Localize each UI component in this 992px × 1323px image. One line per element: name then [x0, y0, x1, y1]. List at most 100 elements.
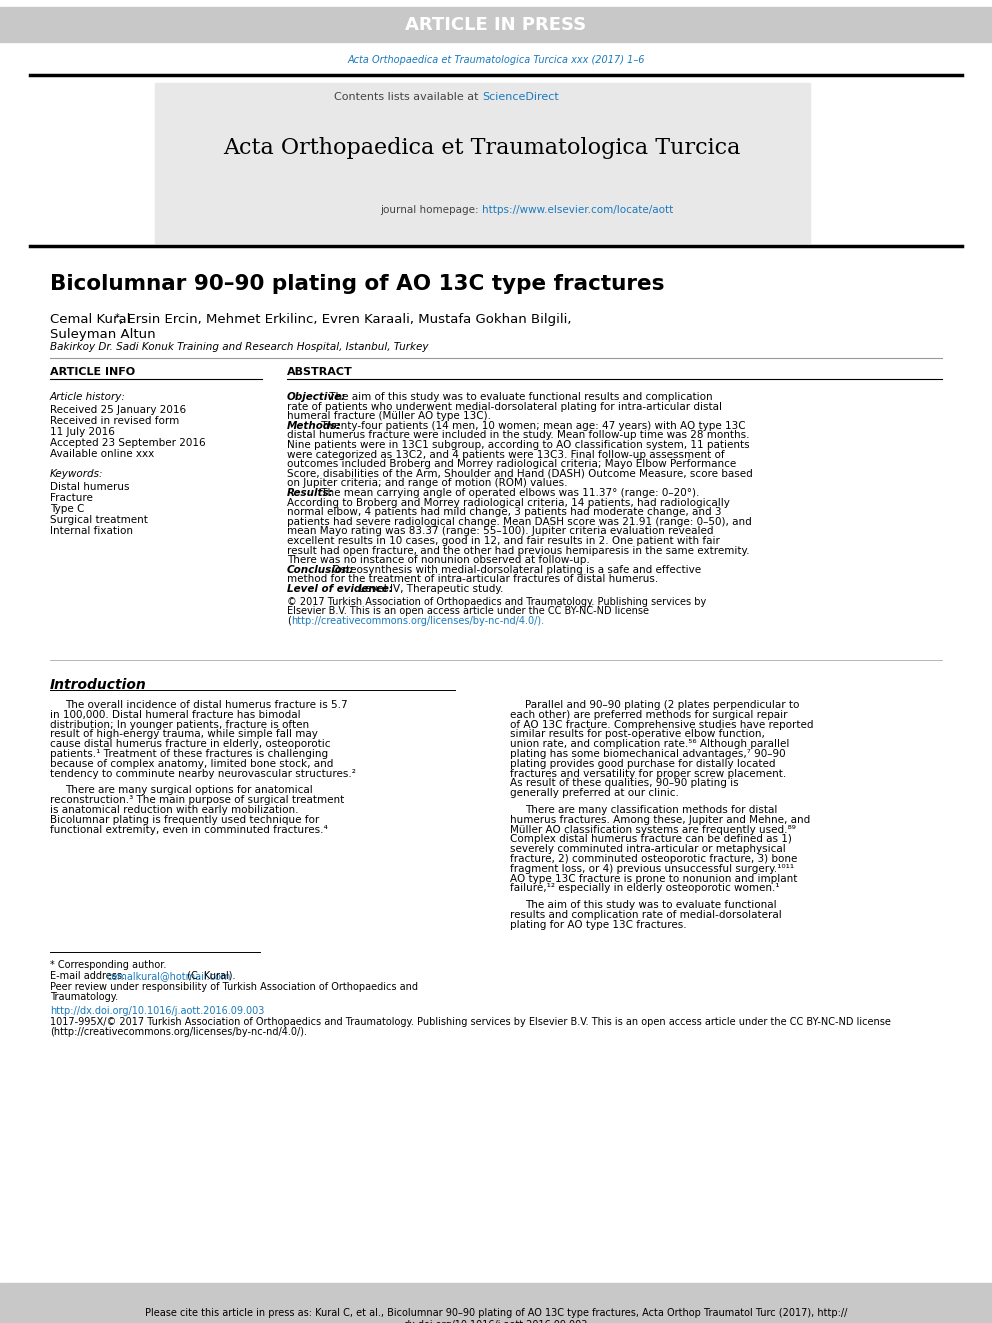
Text: because of complex anatomy, limited bone stock, and: because of complex anatomy, limited bone…	[50, 759, 333, 769]
Text: generally preferred at our clinic.: generally preferred at our clinic.	[510, 789, 679, 798]
Text: Objective:: Objective:	[287, 392, 346, 402]
Bar	[155, 83, 810, 243]
Text: Peer review under responsibility of Turkish Association of Orthopaedics and: Peer review under responsibility of Turk…	[50, 982, 418, 992]
Text: rate of patients who underwent medial-dorsolateral plating for intra-articular d: rate of patients who underwent medial-do…	[287, 402, 722, 411]
Text: result of high-energy trauma, while simple fall may: result of high-energy trauma, while simp…	[50, 729, 317, 740]
Text: Level IV, Therapeutic study.: Level IV, Therapeutic study.	[356, 583, 504, 594]
Text: AO type 13C fracture is prone to nonunion and implant: AO type 13C fracture is prone to nonunio…	[510, 873, 798, 884]
Text: * Corresponding author.: * Corresponding author.	[50, 959, 167, 970]
Text: in 100,000. Distal humeral fracture has bimodal: in 100,000. Distal humeral fracture has …	[50, 710, 301, 720]
Text: 11 July 2016: 11 July 2016	[50, 427, 115, 437]
Text: Received in revised form: Received in revised form	[50, 415, 180, 426]
Text: Available online xxx: Available online xxx	[50, 448, 154, 459]
Text: Acta Orthopaedica et Traumatologica Turcica xxx (2017) 1–6: Acta Orthopaedica et Traumatologica Turc…	[347, 56, 645, 65]
Text: patients.¹ Treatment of these fractures is challenging: patients.¹ Treatment of these fractures …	[50, 749, 328, 759]
Text: Osteosynthesis with medial-dorsolateral plating is a safe and effective: Osteosynthesis with medial-dorsolateral …	[329, 565, 701, 574]
Text: of AO 13C fracture. Comprehensive studies have reported: of AO 13C fracture. Comprehensive studie…	[510, 720, 813, 729]
Text: The aim of this study was to evaluate functional results and complication: The aim of this study was to evaluate fu…	[325, 392, 712, 402]
Text: ARTICLE INFO: ARTICLE INFO	[50, 366, 135, 377]
Text: dx.doi.org/10.1016/j.aott.2016.09.003: dx.doi.org/10.1016/j.aott.2016.09.003	[404, 1320, 588, 1323]
Text: journal homepage:: journal homepage:	[380, 205, 482, 216]
Text: fragment loss, or 4) previous unsuccessful surgery.¹⁰¹¹: fragment loss, or 4) previous unsuccessf…	[510, 864, 795, 873]
Text: http://creativecommons.org/licenses/by-nc-nd/4.0/).: http://creativecommons.org/licenses/by-n…	[291, 615, 544, 626]
Text: Bakirkoy Dr. Sadi Konuk Training and Research Hospital, Istanbul, Turkey: Bakirkoy Dr. Sadi Konuk Training and Res…	[50, 343, 429, 352]
Text: Distal humerus: Distal humerus	[50, 482, 130, 492]
Text: Introduction: Introduction	[50, 677, 147, 692]
Text: There are many classification methods for distal: There are many classification methods fo…	[525, 804, 778, 815]
Text: Contents lists available at: Contents lists available at	[334, 93, 482, 102]
Text: result had open fracture, and the other had previous hemiparesis in the same ext: result had open fracture, and the other …	[287, 545, 750, 556]
Text: Bicolumnar 90–90 plating of AO 13C type fractures: Bicolumnar 90–90 plating of AO 13C type …	[50, 274, 665, 294]
Text: ARTICLE IN PRESS: ARTICLE IN PRESS	[406, 16, 586, 34]
Text: distal humerus fracture were included in the study. Mean follow-up time was 28 m: distal humerus fracture were included in…	[287, 430, 750, 441]
Text: (http://creativecommons.org/licenses/by-nc-nd/4.0/).: (http://creativecommons.org/licenses/by-…	[50, 1027, 307, 1037]
Text: (: (	[287, 615, 291, 626]
Text: is anatomical reduction with early mobilization.: is anatomical reduction with early mobil…	[50, 804, 299, 815]
Text: Methods:: Methods:	[287, 421, 341, 431]
Text: tendency to comminute nearby neurovascular structures.²: tendency to comminute nearby neurovascul…	[50, 769, 356, 779]
Text: plating has some biomechanical advantages,⁷ 90–90: plating has some biomechanical advantage…	[510, 749, 786, 759]
Text: Type C: Type C	[50, 504, 84, 515]
Text: patients had severe radiological change. Mean DASH score was 21.91 (range: 0–50): patients had severe radiological change.…	[287, 517, 752, 527]
Text: humeral fracture (Müller AO type 13C).: humeral fracture (Müller AO type 13C).	[287, 411, 491, 421]
Text: failure,¹² especially in elderly osteoporotic women.¹: failure,¹² especially in elderly osteopo…	[510, 884, 780, 893]
Text: There are many surgical options for anatomical: There are many surgical options for anat…	[65, 786, 312, 795]
Text: Received 25 January 2016: Received 25 January 2016	[50, 405, 186, 415]
Text: http://dx.doi.org/10.1016/j.aott.2016.09.003: http://dx.doi.org/10.1016/j.aott.2016.09…	[50, 1005, 265, 1016]
Text: plating for AO type 13C fractures.: plating for AO type 13C fractures.	[510, 919, 686, 930]
Text: Surgical treatment: Surgical treatment	[50, 515, 148, 525]
Text: The aim of this study was to evaluate functional: The aim of this study was to evaluate fu…	[525, 900, 777, 910]
Text: According to Broberg and Morrey radiological criteria, 14 patients, had radiolog: According to Broberg and Morrey radiolog…	[287, 497, 730, 508]
Text: Acta Orthopaedica et Traumatologica Turcica: Acta Orthopaedica et Traumatologica Turc…	[223, 138, 741, 159]
Text: mean Mayo rating was 83.37 (range: 55–100). Jupiter criteria evaluation revealed: mean Mayo rating was 83.37 (range: 55–10…	[287, 527, 713, 536]
Text: (C. Kural).: (C. Kural).	[184, 971, 235, 980]
Text: Elsevier B.V. This is an open access article under the CC BY-NC-ND license: Elsevier B.V. This is an open access art…	[287, 606, 649, 617]
Text: results and complication rate of medial-dorsolateral: results and complication rate of medial-…	[510, 910, 782, 919]
Text: Article history:: Article history:	[50, 392, 126, 402]
Text: ABSTRACT: ABSTRACT	[287, 366, 353, 377]
Text: Score, disabilities of the Arm, Shoulder and Hand (DASH) Outcome Measure, score : Score, disabilities of the Arm, Shoulder…	[287, 468, 753, 479]
Text: Müller AO classification systems are frequently used.⁸⁹: Müller AO classification systems are fre…	[510, 824, 796, 835]
Text: The mean carrying angle of operated elbows was 11.37° (range: 0–20°).: The mean carrying angle of operated elbo…	[317, 488, 699, 497]
Text: https://www.elsevier.com/locate/aott: https://www.elsevier.com/locate/aott	[482, 205, 674, 216]
Text: humerus fractures. Among these, Jupiter and Mehne, and: humerus fractures. Among these, Jupiter …	[510, 815, 810, 824]
Text: Conclusion:: Conclusion:	[287, 565, 354, 574]
Text: Complex distal humerus fracture can be defined as 1): Complex distal humerus fracture can be d…	[510, 835, 792, 844]
Text: similar results for post-operative elbow function,: similar results for post-operative elbow…	[510, 729, 765, 740]
Text: Bicolumnar plating is frequently used technique for: Bicolumnar plating is frequently used te…	[50, 815, 319, 824]
Text: Internal fixation: Internal fixation	[50, 527, 133, 536]
Text: were categorized as 13C2, and 4 patients were 13C3. Final follow-up assessment o: were categorized as 13C2, and 4 patients…	[287, 450, 724, 459]
Text: cause distal humerus fracture in elderly, osteoporotic: cause distal humerus fracture in elderly…	[50, 740, 330, 749]
Text: method for the treatment of intra-articular fractures of distal humerus.: method for the treatment of intra-articu…	[287, 574, 659, 585]
Text: Traumatology.: Traumatology.	[50, 992, 118, 1002]
Text: , Ersin Ercin, Mehmet Erkilinc, Evren Karaali, Mustafa Gokhan Bilgili,: , Ersin Ercin, Mehmet Erkilinc, Evren Ka…	[119, 314, 571, 325]
Text: fractures and versatility for proper screw placement.: fractures and versatility for proper scr…	[510, 769, 787, 779]
Text: Please cite this article in press as: Kural C, et al., Bicolumnar 90–90 plating : Please cite this article in press as: Ku…	[145, 1308, 847, 1318]
Text: Suleyman Altun: Suleyman Altun	[50, 328, 156, 341]
Text: reconstruction.³ The main purpose of surgical treatment: reconstruction.³ The main purpose of sur…	[50, 795, 344, 806]
Text: on Jupiter criteria; and range of motion (ROM) values.: on Jupiter criteria; and range of motion…	[287, 479, 567, 488]
Text: © 2017 Turkish Association of Orthopaedics and Traumatology. Publishing services: © 2017 Turkish Association of Orthopaedi…	[287, 597, 706, 607]
Text: Results:: Results:	[287, 488, 333, 497]
Text: distribution; In younger patients, fracture is often: distribution; In younger patients, fract…	[50, 720, 310, 729]
Text: Fracture: Fracture	[50, 493, 93, 503]
Text: Cemal Kural: Cemal Kural	[50, 314, 130, 325]
Text: *: *	[114, 314, 119, 323]
Text: union rate, and complication rate.⁵⁶ Although parallel: union rate, and complication rate.⁵⁶ Alt…	[510, 740, 790, 749]
Text: The overall incidence of distal humerus fracture is 5.7: The overall incidence of distal humerus …	[65, 700, 347, 710]
Text: There was no instance of nonunion observed at follow-up.: There was no instance of nonunion observ…	[287, 556, 590, 565]
Text: Accepted 23 September 2016: Accepted 23 September 2016	[50, 438, 205, 448]
Text: ScienceDirect: ScienceDirect	[482, 93, 558, 102]
Bar	[0, 1283, 992, 1323]
Text: plating provides good purchase for distally located: plating provides good purchase for dista…	[510, 759, 776, 769]
Text: each other) are preferred methods for surgical repair: each other) are preferred methods for su…	[510, 710, 788, 720]
Text: fracture, 2) comminuted osteoporotic fracture, 3) bone: fracture, 2) comminuted osteoporotic fra…	[510, 855, 798, 864]
Bar	[0, 7, 992, 42]
Text: Level of evidence:: Level of evidence:	[287, 583, 393, 594]
Text: severely comminuted intra-articular or metaphysical: severely comminuted intra-articular or m…	[510, 844, 786, 855]
Text: Keywords:: Keywords:	[50, 468, 103, 479]
Text: functional extremity, even in comminuted fractures.⁴: functional extremity, even in comminuted…	[50, 824, 327, 835]
Text: normal elbow, 4 patients had mild change, 3 patients had moderate change, and 3: normal elbow, 4 patients had mild change…	[287, 507, 721, 517]
Text: As result of these qualities, 90–90 plating is: As result of these qualities, 90–90 plat…	[510, 778, 739, 789]
Text: Nine patients were in 13C1 subgroup, according to AO classification system, 11 p: Nine patients were in 13C1 subgroup, acc…	[287, 441, 750, 450]
